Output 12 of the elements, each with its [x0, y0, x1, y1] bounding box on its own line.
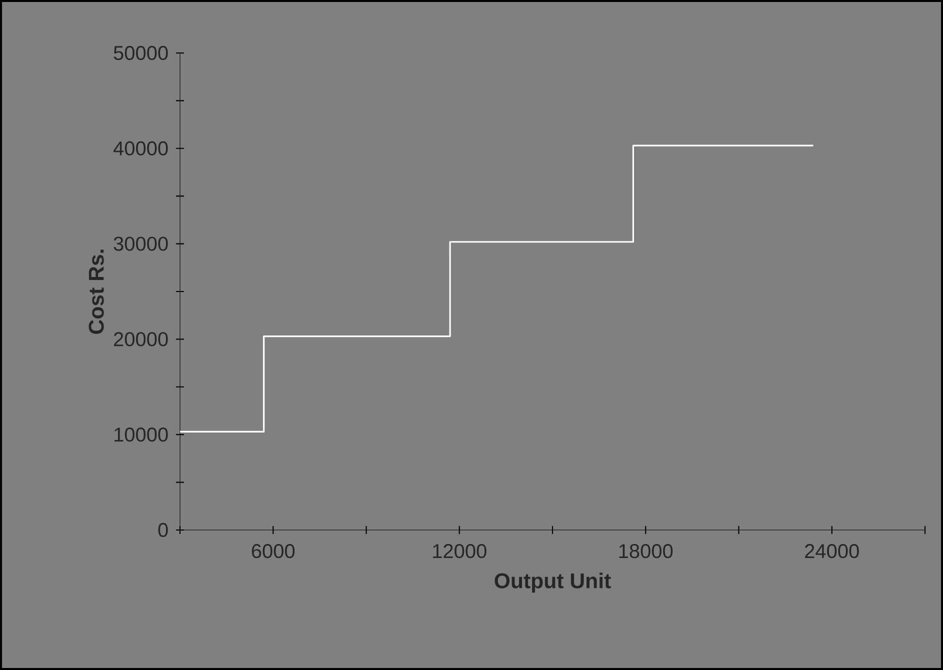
y-tick-label: 40000 [113, 141, 168, 156]
x-tick-label: 24000 [805, 544, 859, 558]
y-tick-label: 10000 [114, 428, 168, 442]
x-tick-label: 6000 [252, 544, 295, 558]
x-tick-label: 12000 [433, 544, 486, 558]
x-tick-label: 18000 [619, 544, 673, 558]
x-axis-title: Output Unit [494, 572, 611, 593]
y-axis-title: Cost Rs. [88, 250, 104, 334]
y-tick-label: 20000 [114, 332, 168, 346]
y-tick-label: 0 [158, 522, 168, 538]
y-tick-label: 30000 [114, 236, 168, 251]
y-tick-label: 50000 [114, 46, 168, 60]
